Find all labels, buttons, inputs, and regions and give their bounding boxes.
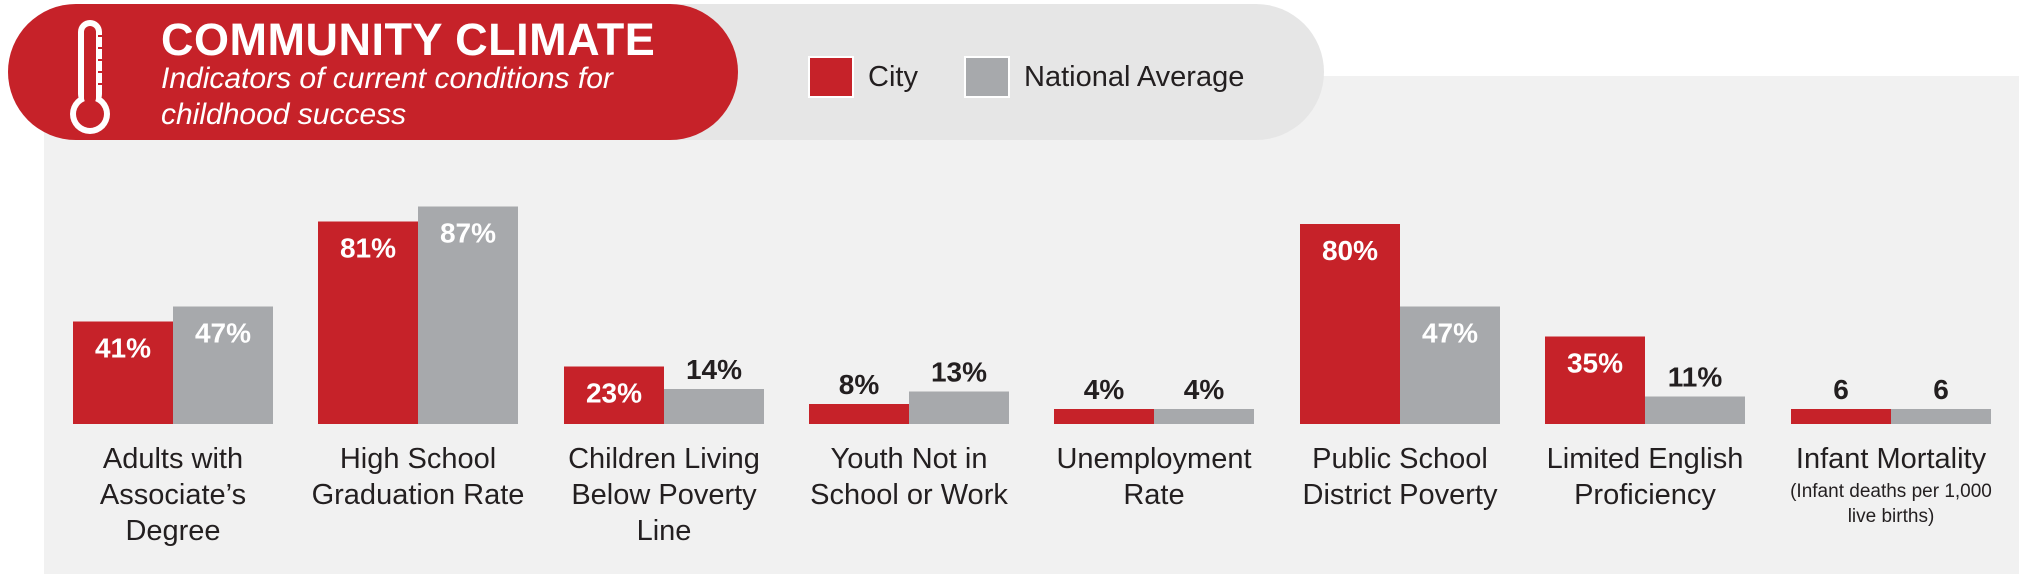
thermometer-icon: [70, 20, 110, 134]
category-label-text-7: Infant Mortality: [1795, 443, 1987, 475]
category-label-0: Adults with Associate’s Degree: [58, 441, 288, 549]
category-label-text-2: Children Living Below Poverty Line: [568, 443, 760, 547]
bar-national-0: [173, 306, 273, 424]
data-label-city-7: 6: [1833, 374, 1849, 405]
chart-subtitle: Indicators of current conditions for chi…: [161, 62, 613, 131]
data-label-national-3: 13%: [931, 357, 987, 388]
bar-national-7: [1891, 409, 1991, 424]
bar-city-0: [73, 321, 173, 424]
data-label-national-2: 14%: [686, 354, 742, 385]
bar-national-2: [664, 389, 764, 424]
data-label-national-6: 11%: [1668, 362, 1723, 393]
data-label-city-3: 8%: [839, 369, 880, 400]
category-label-text-0: Adults with Associate’s Degree: [99, 443, 247, 547]
bar-city-1: [318, 221, 418, 424]
chart-title: COMMUNITY CLIMATE: [161, 14, 656, 65]
legend-label-national: National Average: [1024, 60, 1245, 93]
legend-label-city: City: [868, 60, 918, 93]
legend-item-city: City: [808, 56, 918, 98]
legend-swatch-national: [964, 56, 1010, 98]
category-label-1: High School Graduation Rate: [303, 441, 533, 513]
category-label-text-1: High School Graduation Rate: [311, 443, 525, 511]
bar-city-3: [809, 404, 909, 424]
bar-national-6: [1645, 396, 1745, 424]
category-label-7: Infant Mortality (Infant deaths per 1,000…: [1776, 441, 2006, 529]
category-label-text-5: Public School District Poverty: [1302, 443, 1498, 511]
category-label-5: Public School District Poverty: [1285, 441, 1515, 513]
category-label-text-4: Unemployment Rate: [1056, 443, 1252, 511]
data-label-national-0: 47%: [195, 318, 251, 349]
bar-national-4: [1154, 409, 1254, 424]
bar-city-7: [1791, 409, 1891, 424]
bar-national-3: [909, 391, 1009, 424]
data-label-national-4: 4%: [1184, 374, 1225, 405]
data-label-city-4: 4%: [1084, 374, 1125, 405]
category-label-text-3: Youth Not in School or Work: [810, 443, 1008, 511]
category-label-3: Youth Not in School or Work: [794, 441, 1024, 513]
bar-national-1: [418, 206, 518, 424]
data-label-city-2: 23%: [586, 378, 642, 409]
data-label-national-1: 87%: [440, 218, 496, 249]
data-label-national-7: 6: [1933, 374, 1949, 405]
category-label-4: Unemployment Rate: [1039, 441, 1269, 513]
data-label-city-0: 41%: [95, 333, 151, 364]
bar-city-6: [1545, 336, 1645, 424]
bar-city-2: [564, 366, 664, 424]
data-label-city-1: 81%: [340, 233, 396, 264]
legend-item-national: National Average: [964, 56, 1245, 98]
legend-swatch-city: [808, 56, 854, 98]
bar-city-5: [1300, 224, 1400, 424]
data-label-city-6: 35%: [1567, 348, 1623, 379]
data-label-national-5: 47%: [1422, 318, 1478, 349]
category-label-2: Children Living Below Poverty Line: [549, 441, 779, 549]
title-banner: COMMUNITY CLIMATE Indicators of current …: [8, 4, 738, 140]
category-label-6: Limited English Proficiency: [1530, 441, 1760, 513]
category-label-text-6: Limited English Proficiency: [1546, 443, 1744, 511]
bar-city-4: [1054, 409, 1154, 424]
data-label-city-5: 80%: [1322, 235, 1378, 266]
bar-national-5: [1400, 306, 1500, 424]
category-note-7: (Infant deaths per 1,000 live births): [1790, 481, 1992, 527]
